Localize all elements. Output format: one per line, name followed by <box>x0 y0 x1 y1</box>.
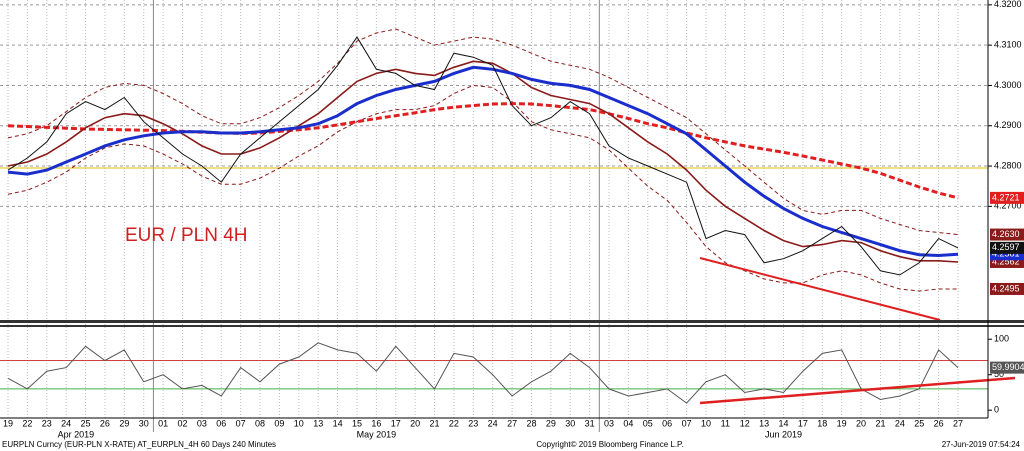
series-line <box>7 36 959 276</box>
x-tick-label: 07 <box>682 418 692 428</box>
last-value-box <box>990 255 1024 268</box>
x-tick-label: 25 <box>914 418 924 428</box>
chart-title: EUR / PLN 4H <box>125 225 247 246</box>
x-tick-label: 20 <box>410 418 420 428</box>
x-tick-label: 18 <box>817 418 827 428</box>
x-tick-label: 21 <box>430 418 440 428</box>
x-tick-label: 27 <box>507 418 517 428</box>
y-tick-label: 4.3000 <box>994 80 1022 90</box>
y-tick-label: 50 <box>994 369 1004 379</box>
x-tick-label: 02 <box>177 418 187 428</box>
series-line <box>7 65 959 258</box>
month-label: May 2019 <box>357 429 397 439</box>
x-tick-label: 22 <box>22 418 32 428</box>
panel-separator <box>0 320 1024 323</box>
footer-right: 27-Jun-2019 07:54:24 <box>942 440 1021 449</box>
last-value-box <box>990 282 1024 295</box>
x-tick-label: 24 <box>488 418 498 428</box>
labels: 19 22 23 24 25 26 29 30 01 02 03 06 07 08 09 10 13 14 15 16… <box>3 0 1024 439</box>
last-value-label: 4.2562 <box>992 256 1020 266</box>
last-value-label: 4.2597 <box>992 242 1020 252</box>
x-tick-label: 04 <box>623 418 633 428</box>
last-value-label: 4.2495 <box>992 283 1020 293</box>
x-tick-label: 24 <box>61 418 71 428</box>
x-tick-label: 10 <box>294 418 304 428</box>
last-value-label: 59.9904 <box>992 362 1024 372</box>
x-tick-label: 07 <box>236 418 246 428</box>
x-tick-label: 22 <box>449 418 459 428</box>
x-tick-label: 20 <box>856 418 866 428</box>
x-tick-label: 28 <box>526 418 536 428</box>
last-value-label: 4.2630 <box>992 229 1020 239</box>
x-tick-label: 26 <box>934 418 944 428</box>
x-tick-label: 13 <box>759 418 769 428</box>
x-tick-label: 01 <box>158 418 168 428</box>
x-tick-label: 10 <box>701 418 711 428</box>
x-tick-label: 03 <box>604 418 614 428</box>
y-tick-label: 4.3200 <box>994 0 1022 9</box>
x-tick-label: 11 <box>721 418 730 428</box>
y-tick-label: 4.3100 <box>994 40 1022 50</box>
month-label: Jun 2019 <box>765 429 802 439</box>
x-tick-label: 09 <box>274 418 284 428</box>
x-tick-label: 30 <box>139 418 149 428</box>
x-tick-label: 26 <box>100 418 110 428</box>
x-tick-label: 19 <box>837 418 847 428</box>
x-tick-label: 06 <box>216 418 226 428</box>
series-line <box>7 28 959 236</box>
x-tick-label: 05 <box>643 418 653 428</box>
x-tick-label: 29 <box>119 418 129 428</box>
last-value-box <box>990 228 1024 241</box>
grid <box>0 0 988 432</box>
footer-left: EURPLN Curncy (EUR-PLN X-RATE) AT_EURPLN… <box>2 440 276 449</box>
x-tick-label: 14 <box>333 418 343 428</box>
x-tick-label: 03 <box>197 418 207 428</box>
x-tick-label: 14 <box>779 418 789 428</box>
x-tick-label: 16 <box>371 418 381 428</box>
x-tick-label: 23 <box>468 418 478 428</box>
x-tick-label: 17 <box>391 418 401 428</box>
x-tick-label: 12 <box>740 418 750 428</box>
series-line <box>7 102 959 200</box>
y-tick-label: 4.2800 <box>994 160 1022 170</box>
last-value-box <box>990 191 1024 204</box>
x-tick-label: 17 <box>798 418 808 428</box>
trend-line <box>699 376 1016 405</box>
x-tick-label: 24 <box>895 418 905 428</box>
x-tick-label: 06 <box>662 418 672 428</box>
plot <box>7 28 959 404</box>
x-tick-label: 25 <box>81 418 91 428</box>
x-tick-label: 23 <box>42 418 52 428</box>
y-tick-label: 4.2700 <box>994 201 1022 211</box>
y-tick-label: 4.2900 <box>994 120 1022 130</box>
trend-line <box>699 257 941 321</box>
y-tick-label: 100 <box>994 334 1009 344</box>
month-label: Apr 2019 <box>58 429 95 439</box>
footer-center: Copyright© 2019 Bloomberg Finance L.P. <box>536 440 683 449</box>
x-tick-label: 27 <box>953 418 963 428</box>
x-tick-label: 21 <box>875 418 885 428</box>
last-value-box <box>990 361 1024 374</box>
x-tick-label: 13 <box>313 418 323 428</box>
x-tick-label: 31 <box>585 418 595 428</box>
panel-separator <box>0 325 1024 327</box>
last-value-label: 4.2721 <box>992 192 1020 202</box>
x-tick-label: 29 <box>546 418 556 428</box>
series-line <box>7 342 959 404</box>
series-line <box>7 60 959 263</box>
x-tick-label: 15 <box>352 418 362 428</box>
x-tick-label: 19 <box>3 418 13 428</box>
x-tick-label: 30 <box>565 418 575 428</box>
last-value-box <box>990 241 1024 254</box>
x-tick-label: 08 <box>255 418 265 428</box>
y-tick-label: 0 <box>994 405 999 415</box>
